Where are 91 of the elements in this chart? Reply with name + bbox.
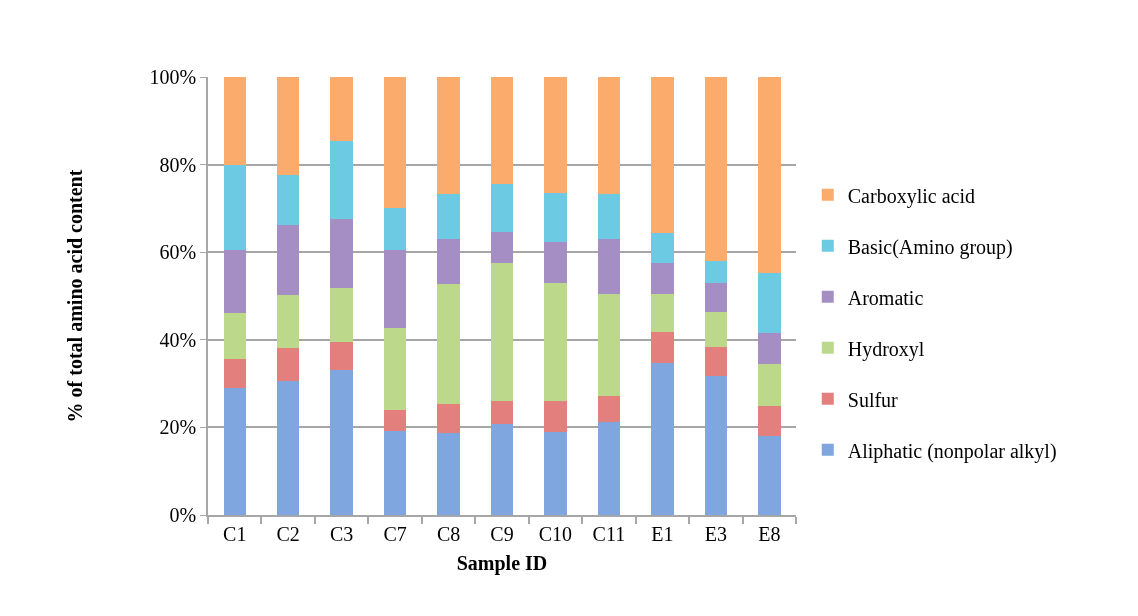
legend-label: Hydroxyl	[847, 337, 925, 361]
bar	[276, 174, 300, 226]
bar	[597, 293, 621, 396]
bar	[597, 395, 621, 422]
legend-label: Aliphatic (nonpolar alkyl)	[847, 439, 1057, 463]
bar	[437, 432, 460, 515]
bar	[651, 262, 674, 294]
bar	[276, 225, 300, 295]
bar	[276, 294, 300, 348]
bar	[704, 375, 728, 515]
bar	[330, 369, 353, 515]
x-tick-label: E3	[704, 522, 727, 545]
bar	[330, 141, 353, 220]
bar	[276, 380, 300, 515]
legend-label: Carboxylic acid	[847, 184, 975, 208]
x-tick-label: C11	[592, 522, 626, 545]
bar	[276, 77, 300, 175]
bar	[490, 77, 514, 185]
bar	[758, 332, 781, 364]
bar	[330, 77, 353, 142]
x-axis-title: Sample ID	[456, 551, 548, 575]
y-tick-label: 60%	[159, 241, 197, 264]
legend-label: Aromatic	[847, 286, 924, 309]
bar	[544, 192, 567, 242]
bar	[490, 262, 514, 401]
bar	[223, 77, 246, 165]
x-tick-label: C1	[223, 522, 247, 545]
bar	[758, 77, 781, 273]
bar	[704, 77, 728, 261]
bar	[490, 184, 514, 233]
bar	[383, 430, 407, 515]
bar	[704, 282, 728, 312]
y-axis-title: % of total amino acid content	[63, 169, 86, 423]
bar	[383, 77, 407, 209]
bar	[597, 194, 621, 239]
bar	[758, 435, 781, 515]
x-tick-label: C10	[538, 522, 573, 545]
y-tick-label: 100%	[149, 66, 197, 88]
bar	[223, 358, 246, 388]
bar	[704, 260, 728, 283]
y-tick-label: 0%	[169, 504, 197, 526]
bar	[383, 208, 407, 250]
bar	[223, 164, 246, 250]
bar	[383, 327, 407, 410]
bar	[758, 405, 781, 436]
bar	[651, 233, 674, 263]
x-tick-label: C9	[490, 522, 514, 545]
bar	[437, 283, 460, 404]
y-tick-label: 20%	[159, 416, 197, 439]
x-tick-label: E8	[758, 522, 781, 545]
bar	[758, 272, 781, 333]
bar	[544, 241, 567, 283]
bar	[223, 312, 246, 359]
y-tick-label: 80%	[159, 153, 197, 176]
bar	[383, 249, 407, 328]
x-tick-label: E1	[651, 522, 674, 545]
bar	[651, 331, 674, 363]
x-tick-label: C7	[383, 522, 407, 545]
bar	[490, 232, 514, 263]
bar	[758, 363, 781, 406]
legend-label: Sulfur	[847, 388, 899, 411]
bar	[330, 287, 353, 342]
bar	[437, 194, 460, 239]
bar	[544, 282, 567, 401]
bar	[544, 431, 567, 515]
bar	[223, 387, 246, 515]
bar	[276, 347, 300, 381]
bar	[651, 293, 674, 332]
x-tick-label: C8	[436, 522, 461, 545]
bar	[437, 238, 460, 284]
bar	[330, 341, 353, 370]
bar	[704, 346, 728, 376]
bar	[704, 311, 728, 347]
bar	[597, 238, 621, 294]
bar	[651, 362, 674, 515]
y-tick-label: 40%	[159, 328, 197, 351]
bar	[651, 77, 674, 234]
bar	[490, 400, 514, 424]
x-tick-label: C3	[329, 522, 354, 545]
bar	[383, 409, 407, 431]
bar	[437, 403, 460, 433]
bar	[597, 421, 621, 515]
bar	[223, 249, 246, 313]
bar	[597, 77, 621, 195]
bar	[544, 77, 567, 193]
x-tick-label: C2	[276, 522, 300, 545]
bar	[437, 77, 460, 195]
bar	[330, 219, 353, 288]
legend-label: Basic(Amino group)	[847, 235, 1013, 259]
bar	[544, 400, 567, 432]
bar	[490, 423, 514, 515]
